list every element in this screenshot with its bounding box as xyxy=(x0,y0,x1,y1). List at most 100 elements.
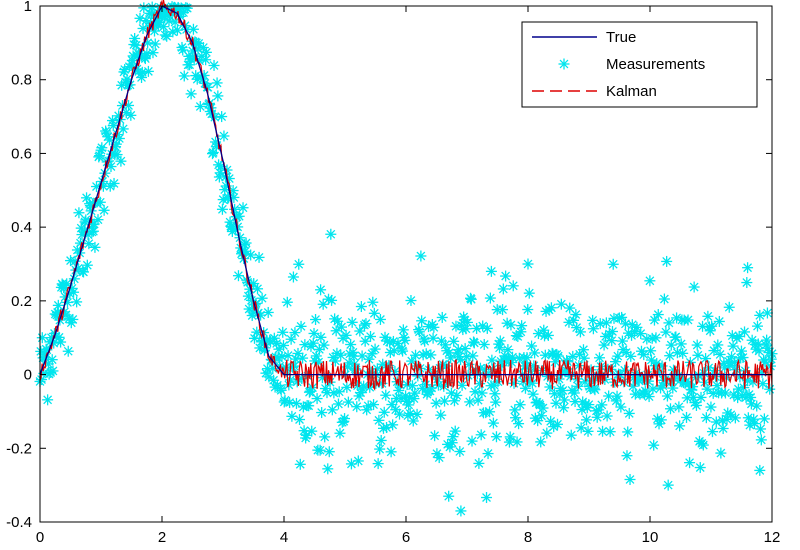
measurement-point xyxy=(719,387,731,399)
measurement-point xyxy=(430,397,442,409)
measurement-point xyxy=(677,347,689,359)
measurement-point xyxy=(277,339,289,351)
measurement-point xyxy=(411,408,423,420)
measurement-point xyxy=(577,344,589,356)
measurement-point xyxy=(161,30,173,42)
measurement-point xyxy=(94,196,106,208)
measurement-point xyxy=(706,320,718,332)
measurement-point xyxy=(687,381,699,393)
measurement-point xyxy=(661,255,673,267)
measurement-point xyxy=(650,332,662,344)
measurement-point xyxy=(452,344,464,356)
measurement-point xyxy=(366,348,378,360)
measurement-point xyxy=(539,349,551,361)
measurement-point xyxy=(754,309,766,321)
measurement-point xyxy=(374,443,386,455)
measurement-point xyxy=(181,2,193,14)
measurement-point xyxy=(742,262,754,274)
measurement-point xyxy=(351,401,363,413)
measurement-point xyxy=(282,350,294,362)
measurement-point xyxy=(455,505,467,517)
measurement-point xyxy=(545,302,557,314)
measurement-point xyxy=(664,403,676,415)
measurement-point xyxy=(570,308,582,320)
measurement-point xyxy=(706,426,718,438)
measurement-point xyxy=(341,381,353,393)
measurement-point xyxy=(326,294,338,306)
measurement-point xyxy=(148,25,160,37)
measurement-point xyxy=(413,324,425,336)
measurement-point xyxy=(237,202,249,214)
measurement-point xyxy=(705,401,717,413)
measurement-point xyxy=(433,452,445,464)
y-tick-label: 0.2 xyxy=(11,293,32,310)
measurement-point xyxy=(355,301,367,313)
measurement-point xyxy=(542,329,554,341)
measurement-point xyxy=(89,241,101,253)
measurement-point xyxy=(563,316,575,328)
measurement-point xyxy=(367,296,379,308)
measurement-point xyxy=(694,462,706,474)
measurement-point xyxy=(380,389,392,401)
measurement-point xyxy=(245,249,257,261)
measurement-point xyxy=(216,203,228,215)
measurement-point xyxy=(425,349,437,361)
measurement-point xyxy=(464,396,476,408)
measurement-point xyxy=(198,69,210,81)
measurement-point xyxy=(631,321,643,333)
x-tick-label: 4 xyxy=(280,529,288,546)
measurement-point xyxy=(310,314,322,326)
measurement-point xyxy=(606,335,618,347)
measurement-point xyxy=(396,343,408,355)
measurement-point xyxy=(158,21,170,33)
measurement-point xyxy=(333,386,345,398)
measurement-point xyxy=(325,228,337,240)
measurement-point xyxy=(167,26,179,38)
measurement-point xyxy=(593,352,605,364)
measurement-point xyxy=(372,458,384,470)
measurement-point xyxy=(569,396,581,408)
measurement-point xyxy=(443,490,455,502)
measurement-point xyxy=(741,277,753,289)
measurement-point xyxy=(558,394,570,406)
measurement-point xyxy=(342,396,354,408)
measurement-point xyxy=(303,400,315,412)
measurement-point xyxy=(675,338,687,350)
measurement-point xyxy=(552,418,564,430)
measurement-point xyxy=(603,390,615,402)
measurement-point xyxy=(624,473,636,485)
measurement-point xyxy=(485,265,497,277)
measurement-point xyxy=(330,325,342,337)
measurement-point xyxy=(733,330,745,342)
x-tick-label: 6 xyxy=(402,529,410,546)
measurement-point xyxy=(184,59,196,71)
measurement-point xyxy=(293,258,305,270)
x-tick-label: 10 xyxy=(642,529,659,546)
measurement-point xyxy=(489,388,501,400)
measurement-point xyxy=(178,70,190,82)
legend-sample-measurements xyxy=(558,58,570,70)
measurement-point xyxy=(713,315,725,327)
measurement-point xyxy=(403,399,415,411)
measurement-point xyxy=(147,47,159,59)
measurement-point xyxy=(661,390,673,402)
measurement-point xyxy=(645,345,657,357)
measurement-point xyxy=(606,325,618,337)
measurement-point xyxy=(667,382,679,394)
measurement-point xyxy=(684,457,696,469)
measurement-point xyxy=(285,333,297,345)
measurement-point xyxy=(660,326,672,338)
measurement-point xyxy=(681,411,693,423)
measurement-point xyxy=(482,448,494,460)
measurement-point xyxy=(726,351,738,363)
measurement-point xyxy=(497,283,509,295)
measurement-point xyxy=(502,344,514,356)
measurement-point xyxy=(287,271,299,283)
measurement-point xyxy=(513,418,525,430)
measurement-point xyxy=(476,387,488,399)
measurement-point xyxy=(658,293,670,305)
measurement-point xyxy=(541,427,553,439)
measurement-point xyxy=(690,399,702,411)
measurement-point xyxy=(207,146,219,158)
measurement-point xyxy=(643,391,655,403)
